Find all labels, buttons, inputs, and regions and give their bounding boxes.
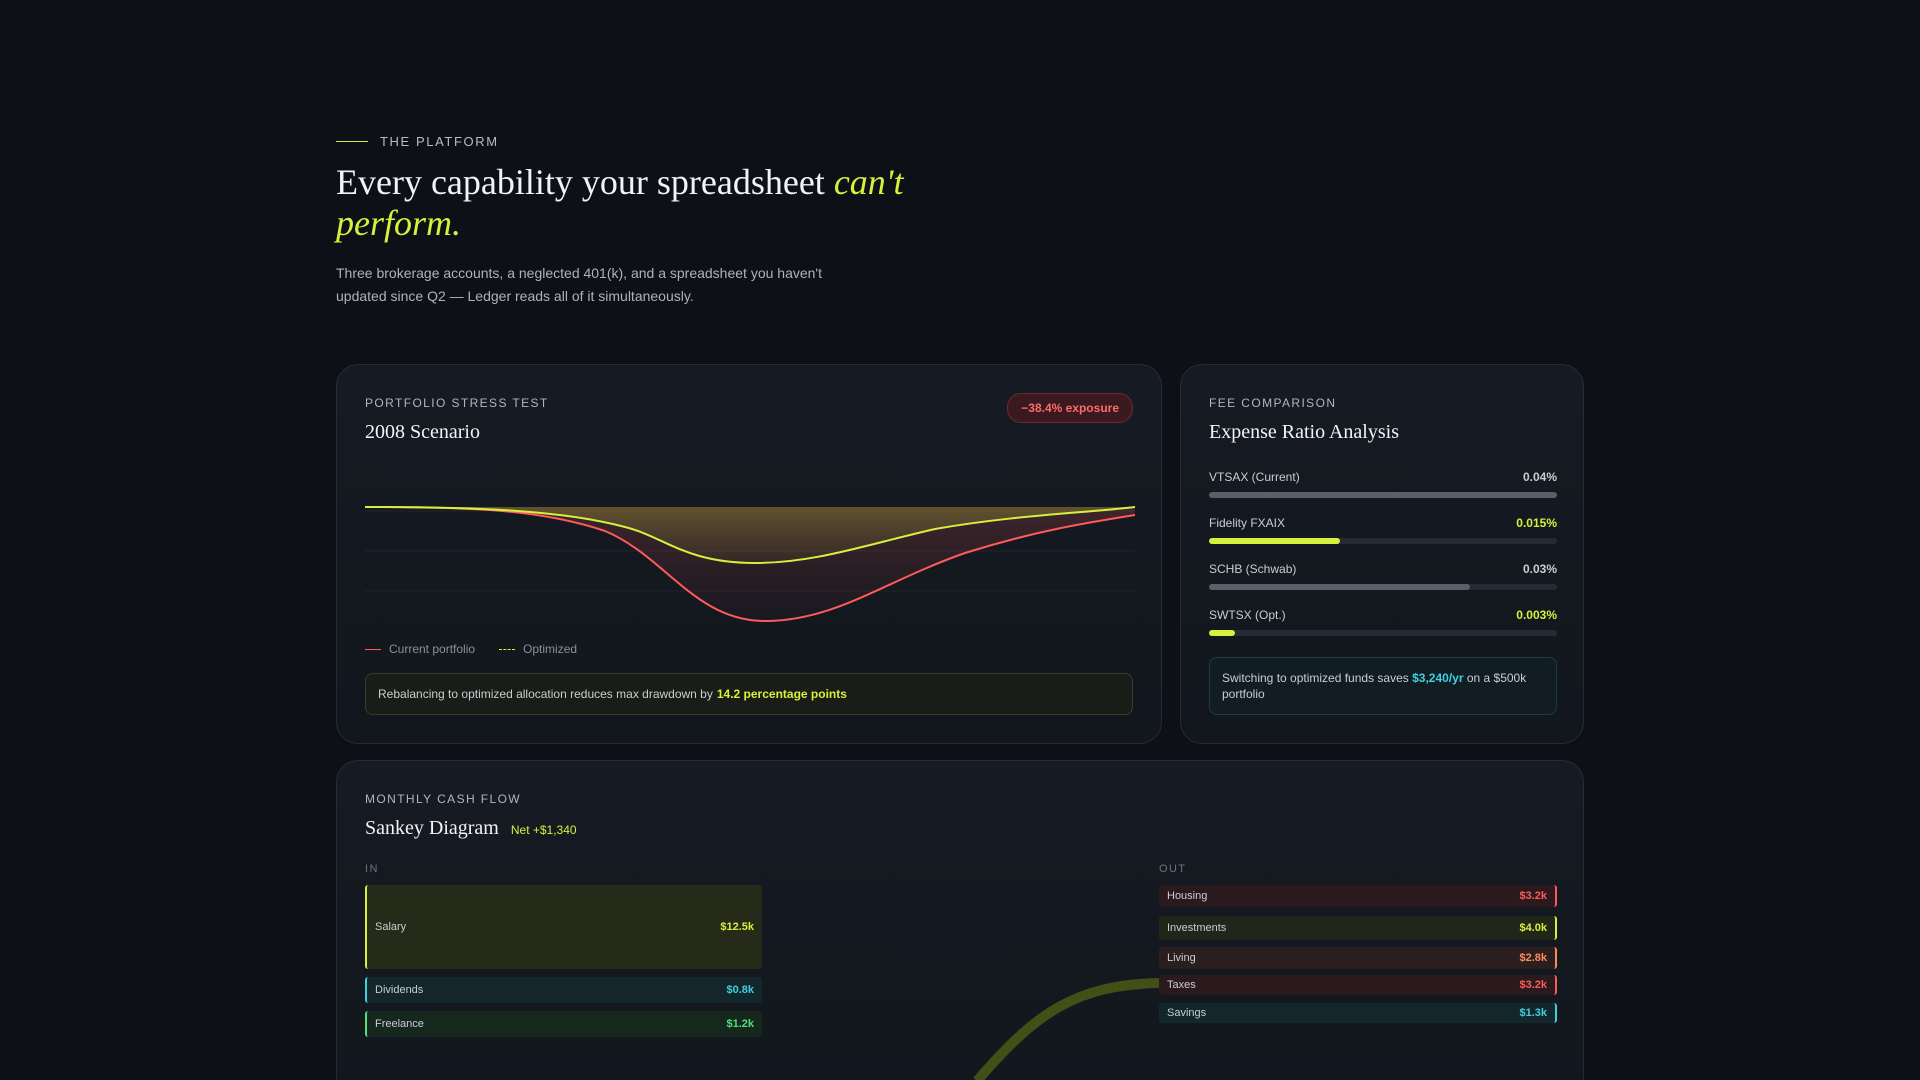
sankey-flows xyxy=(973,978,1160,1080)
fund-name: SWTSX (Opt.) xyxy=(1209,608,1286,622)
current-portfolio-area xyxy=(365,507,1135,621)
fund-ratio: 0.003% xyxy=(1516,608,1557,622)
savings-suffix: on a $500k portfolio xyxy=(1222,671,1527,701)
fund-name: SCHB (Schwab) xyxy=(1209,562,1297,576)
outflow-value: $3.2k xyxy=(1519,890,1547,902)
outflow-savings: Savings $1.3k xyxy=(1159,1003,1557,1023)
inflow-value: $0.8k xyxy=(726,984,754,996)
cash-flow-label: MONTHLY CASH FLOW xyxy=(365,792,522,806)
outflow-taxes: Taxes $3.2k xyxy=(1159,975,1557,995)
legend-current: Current portfolio xyxy=(365,642,475,656)
cash-flow-card: MONTHLY CASH FLOW Sankey Diagram Net +$1… xyxy=(336,760,1584,1080)
fee-comparison-title: Expense Ratio Analysis xyxy=(1209,421,1399,443)
optimized-line xyxy=(365,506,1135,565)
cash-flow-title: Sankey Diagram xyxy=(365,817,499,839)
fund-ratio: 0.03% xyxy=(1522,562,1557,576)
stress-test-title: 2008 Scenario xyxy=(365,421,480,443)
outflow-housing: Housing $3.2k xyxy=(1159,885,1557,907)
ratio-fill xyxy=(1209,584,1470,590)
outflow-value: $1.3k xyxy=(1519,1007,1547,1019)
fund-name: VTSAX (Current) xyxy=(1209,470,1300,484)
out-column-label: OUT xyxy=(1159,863,1187,875)
fund-name: Fidelity FXAIX xyxy=(1209,516,1286,530)
fee-row: Fidelity FXAIX 0.015% xyxy=(1209,516,1557,544)
outflow-living: Living $2.8k xyxy=(1159,947,1557,969)
outflow-value: $3.2k xyxy=(1519,979,1547,991)
headline: Every capability your spreadsheet can't … xyxy=(336,162,976,244)
outflow-name: Savings xyxy=(1167,1007,1207,1019)
drawdown-note-text: Rebalancing to optimized allocation redu… xyxy=(378,687,713,701)
fee-comparison-card: FEE COMPARISON Expense Ratio Analysis VT… xyxy=(1180,364,1584,744)
savings-callout: Switching to optimized funds saves $3,24… xyxy=(1209,657,1557,715)
optimized-area xyxy=(365,507,1135,563)
ratio-track xyxy=(1209,584,1557,590)
current-portfolio-line xyxy=(365,506,1135,623)
outflow-name: Living xyxy=(1167,952,1196,964)
fee-row: SWTSX (Opt.) 0.003% xyxy=(1209,608,1557,636)
exposure-badge: −38.4% exposure xyxy=(1007,393,1133,423)
outflow-name: Taxes xyxy=(1167,979,1196,991)
flow-salary-investments xyxy=(973,978,1160,1080)
ratio-fill xyxy=(1209,492,1557,498)
inflow-name: Dividends xyxy=(375,984,424,996)
fee-comparison-label: FEE COMPARISON xyxy=(1209,396,1337,410)
outflow-name: Investments xyxy=(1167,922,1227,934)
inflow-salary: Salary $12.5k xyxy=(365,885,762,969)
outflow-value: $4.0k xyxy=(1519,922,1547,934)
in-column-label: IN xyxy=(365,863,379,875)
legend-current-swatch xyxy=(365,648,381,650)
stress-test-chart xyxy=(365,506,1135,623)
stress-legend: Current portfolio Optimized xyxy=(365,642,577,656)
ratio-track xyxy=(1209,630,1557,636)
drawdown-note-highlight: 14.2 percentage points xyxy=(716,687,847,701)
inflow-value: $1.2k xyxy=(726,1018,754,1030)
headline-main: Every capability your spreadsheet xyxy=(336,162,834,202)
eyebrow-text: THE PLATFORM xyxy=(380,134,499,149)
inflow-freelance: Freelance $1.2k xyxy=(365,1011,762,1037)
net-badge: Net +$1,340 xyxy=(510,823,577,837)
savings-amount: $3,240/yr xyxy=(1412,671,1464,685)
stress-test-card: PORTFOLIO STRESS TEST 2008 Scenario −38.… xyxy=(336,364,1162,744)
legend-current-label: Current portfolio xyxy=(389,642,476,656)
fund-ratio: 0.04% xyxy=(1522,470,1557,484)
ratio-track xyxy=(1209,538,1557,544)
outflow-name: Housing xyxy=(1167,890,1208,902)
inflow-value: $12.5k xyxy=(720,921,754,933)
section-eyebrow: THE PLATFORM xyxy=(336,134,499,149)
legend-optimized-label: Optimized xyxy=(523,642,578,656)
outflow-investments: Investments $4.0k xyxy=(1159,916,1557,940)
legend-optimized: Optimized xyxy=(499,642,577,656)
fee-row: SCHB (Schwab) 0.03% xyxy=(1209,562,1557,590)
savings-prefix: Switching to optimized funds saves xyxy=(1222,671,1409,685)
ratio-fill xyxy=(1209,538,1340,544)
ratio-track xyxy=(1209,492,1557,498)
drawdown-note: Rebalancing to optimized allocation redu… xyxy=(365,673,1133,715)
inflow-name: Freelance xyxy=(375,1018,424,1030)
lede: Three brokerage accounts, a neglected 40… xyxy=(336,265,822,304)
fee-row: VTSAX (Current) 0.04% xyxy=(1209,470,1557,498)
fund-ratio: 0.015% xyxy=(1516,516,1557,530)
legend-optimized-swatch xyxy=(499,648,516,650)
ratio-fill xyxy=(1209,630,1236,636)
inflow-name: Salary xyxy=(375,921,407,933)
stress-test-label: PORTFOLIO STRESS TEST xyxy=(365,396,549,410)
outflow-value: $2.8k xyxy=(1519,952,1547,964)
eyebrow-rule xyxy=(336,141,368,142)
cash-flow-title-row: Sankey Diagram Net +$1,340 xyxy=(365,817,577,840)
headline-accent: can't perform. xyxy=(336,162,904,243)
inflow-dividends: Dividends $0.8k xyxy=(365,977,762,1003)
